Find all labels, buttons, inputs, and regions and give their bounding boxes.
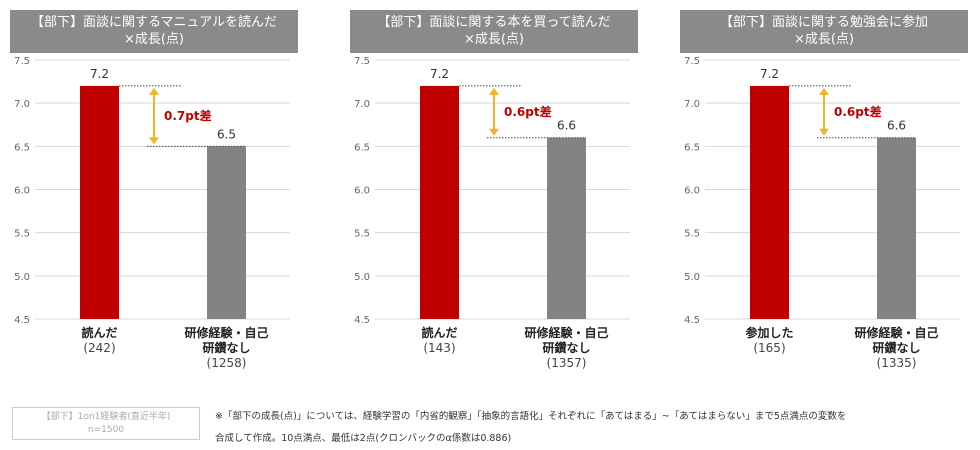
arrow-head-down-icon xyxy=(489,128,499,136)
chart-title: 【部下】面談に関する勉強会に参加 ×成長(点) xyxy=(680,10,968,53)
y-tick-label: 6.5 xyxy=(14,142,30,153)
bar-chart: 7.5 7.0 6.5 6.0 5.5 5.0 4.5 7.2 読んだ(242) 6.5 研修経験・… xyxy=(14,56,290,370)
category-label: (1357) xyxy=(547,356,587,370)
value-label: 6.6 xyxy=(887,119,906,133)
y-tick-label: 5.5 xyxy=(684,229,700,240)
y-tick-label: 6.0 xyxy=(684,186,700,197)
value-label: 6.5 xyxy=(217,127,236,141)
category-label: 研鑽なし xyxy=(202,340,250,355)
y-tick-label: 5.5 xyxy=(354,229,370,240)
chart-panel: 7.5 7.0 6.5 6.0 5.5 5.0 4.5 7.2 読んだ (242) 6.5 研修経験・… xyxy=(0,0,320,390)
y-tick-label: 6.0 xyxy=(354,186,370,197)
category-label: (165) xyxy=(753,341,785,355)
y-tick-label: 7.5 xyxy=(14,56,30,67)
y-tick-label: 4.5 xyxy=(14,315,30,326)
bar-chart: 7.5 7.0 6.5 6.0 5.5 5.0 4.5 7.2 読んだ(143) 6.6 研修経験・… xyxy=(354,56,630,370)
chart-title-line: ×成長(点) xyxy=(463,32,525,47)
y-tick-label: 6.5 xyxy=(684,142,700,153)
y-tick-label: 7.0 xyxy=(14,99,30,110)
value-label: 7.2 xyxy=(430,67,449,81)
chart-title-line: ×成長(点) xyxy=(793,32,855,47)
y-tick-label: 7.0 xyxy=(684,99,700,110)
footnote-line: ※「部下の成長(点)」については、経験学習の「内省的観察」「抽象的言語化」それぞ… xyxy=(215,411,847,422)
footnote: ※「部下の成長(点)」については、経験学習の「内省的観察」「抽象的言語化」それぞ… xyxy=(215,406,846,450)
y-tick-label: 7.0 xyxy=(354,99,370,110)
sample-info-box: 【部下】1on1経験者(直近半年) n=1500 xyxy=(12,407,200,440)
y-tick-label: 5.5 xyxy=(14,229,30,240)
category-label: 研修経験・自己 xyxy=(524,325,608,340)
chart-title-line: 【部下】面談に関する勉強会に参加 xyxy=(719,15,928,30)
arrow-head-down-icon xyxy=(819,128,829,136)
chart-title: 【部下】面談に関するマニュアルを読んだ ×成長(点) xyxy=(10,10,298,53)
chart-title-line: 【部下】面談に関する本を買って読んだ xyxy=(377,15,611,30)
sample-size: n=1500 xyxy=(87,425,125,435)
bar-experienced xyxy=(80,85,119,320)
y-tick-label: 5.0 xyxy=(684,272,700,283)
chart-panel: 7.5 7.0 6.5 6.0 5.5 5.0 4.5 7.2 読んだ (143) 6.6 研修経験・… xyxy=(340,0,660,390)
y-tick-label: 7.5 xyxy=(354,56,370,67)
arrow-head-up-icon xyxy=(149,87,159,95)
y-tick-label: 6.0 xyxy=(14,186,30,197)
category-label: 研修経験・自己 xyxy=(854,325,938,340)
arrow-head-up-icon xyxy=(489,87,499,95)
y-tick-label: 5.0 xyxy=(14,272,30,283)
value-label: 6.6 xyxy=(557,119,576,133)
category-label: (143) xyxy=(423,341,455,355)
y-tick-label: 7.5 xyxy=(684,56,700,67)
category-label: (242) xyxy=(83,341,115,355)
category-label: 読んだ xyxy=(421,325,457,340)
chart-panel: 7.5 7.0 6.5 6.0 5.5 5.0 4.5 7.2 参加した (165) 6.6 研修経験… xyxy=(670,0,980,390)
bar-chart: 7.5 7.0 6.5 6.0 5.5 5.0 4.5 7.2 参加した(165) 6.6 研修経験… xyxy=(684,56,960,370)
chart-title-line: 【部下】面談に関するマニュアルを読んだ xyxy=(30,15,278,30)
category-label: 研鑽なし xyxy=(872,340,920,355)
value-label: 7.2 xyxy=(90,67,109,81)
y-tick-label: 4.5 xyxy=(354,315,370,326)
category-label: 参加した xyxy=(745,325,793,340)
category-label: (1335) xyxy=(877,356,917,370)
difference-label: 0.7pt差 xyxy=(164,108,212,123)
sample-description: 【部下】1on1経験者(直近半年) xyxy=(41,412,171,422)
bar-experienced xyxy=(420,85,459,320)
bar-experienced xyxy=(750,85,789,320)
arrow-head-up-icon xyxy=(819,87,829,95)
category-label: 研修経験・自己 xyxy=(184,325,268,340)
y-tick-label: 6.5 xyxy=(354,142,370,153)
bar-none xyxy=(877,137,916,319)
category-label: (1258) xyxy=(207,356,247,370)
chart-title: 【部下】面談に関する本を買って読んだ ×成長(点) xyxy=(350,10,638,53)
value-label: 7.2 xyxy=(760,67,779,81)
y-tick-label: 4.5 xyxy=(684,315,700,326)
bar-none xyxy=(207,146,246,319)
chart-title-line: ×成長(点) xyxy=(123,32,185,47)
footnote-line: 合成して作成。10点満点、最低は2点(クロンバックのα係数は0.886) xyxy=(215,433,512,444)
bar-none xyxy=(547,137,586,319)
category-label: 研鑽なし xyxy=(542,340,590,355)
difference-label: 0.6pt差 xyxy=(504,104,552,119)
arrow-head-down-icon xyxy=(149,137,159,145)
category-label: 読んだ xyxy=(81,325,117,340)
y-tick-label: 5.0 xyxy=(354,272,370,283)
difference-label: 0.6pt差 xyxy=(834,104,882,119)
